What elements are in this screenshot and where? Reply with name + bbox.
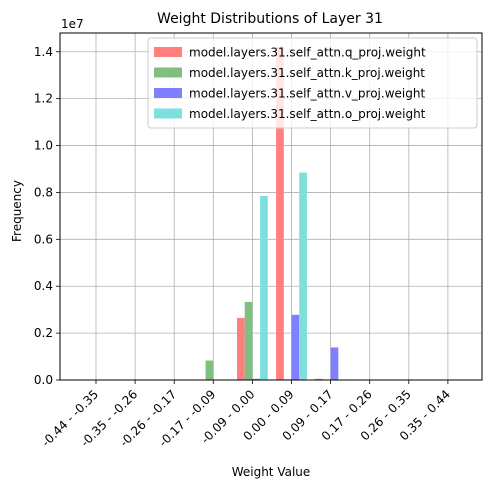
bar xyxy=(244,301,253,380)
bar xyxy=(260,195,268,380)
y-axis-multiplier: 1e7 xyxy=(61,17,84,31)
y-tick-label: 1.2 xyxy=(34,92,53,106)
legend-label: model.layers.31.self_attn.q_proj.weight xyxy=(189,46,426,60)
bar xyxy=(299,172,307,380)
chart-title: Weight Distributions of Layer 31 xyxy=(157,11,383,27)
x-axis-label: Weight Value xyxy=(232,465,311,479)
y-tick-label: 0.2 xyxy=(34,326,53,340)
axes-frame xyxy=(59,32,483,381)
y-tick-label: 0.6 xyxy=(34,232,53,246)
y-tick-label: 1.0 xyxy=(34,139,53,153)
y-axis-label: Frequency xyxy=(10,180,24,242)
bar xyxy=(315,378,323,380)
y-tick-label: 0.8 xyxy=(34,185,53,199)
bar-layer xyxy=(205,47,339,380)
bar xyxy=(237,317,245,380)
bar xyxy=(291,314,300,380)
legend-label: model.layers.31.self_attn.o_proj.weight xyxy=(189,107,426,121)
y-tick-label: 0.4 xyxy=(34,279,53,293)
bar xyxy=(276,47,284,380)
legend-swatch xyxy=(154,67,182,78)
y-tick-label: 0.0 xyxy=(34,373,53,387)
legend-swatch xyxy=(154,88,182,98)
legend-swatch xyxy=(154,108,182,119)
legend-box xyxy=(147,37,478,129)
bar xyxy=(205,360,214,380)
bar xyxy=(252,378,261,380)
legend-label: model.layers.31.self_attn.v_proj.weight xyxy=(189,87,425,101)
y-tick-label: 1.4 xyxy=(34,45,53,59)
legend-swatch xyxy=(154,47,182,57)
bar xyxy=(330,347,339,380)
legend: model.layers.31.self_attn.q_proj.weightm… xyxy=(147,37,478,129)
legend-label: model.layers.31.self_attn.k_proj.weight xyxy=(189,66,425,80)
